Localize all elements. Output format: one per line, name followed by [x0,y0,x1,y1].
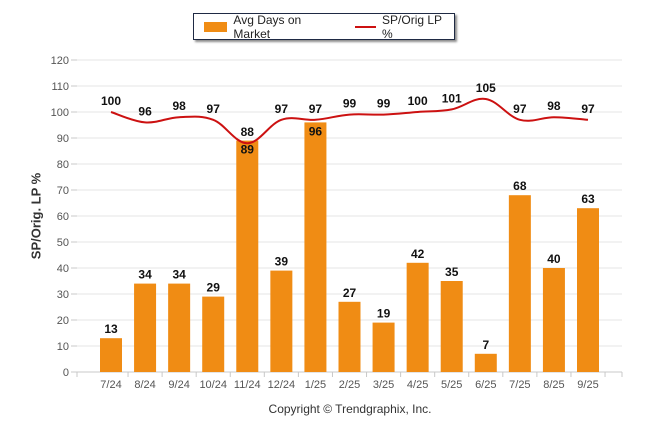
y-tick-label: 0 [63,367,69,379]
bar-data-label: 13 [104,322,118,336]
y-tick-label: 100 [51,107,69,119]
line-data-label: 96 [138,104,152,118]
bar-data-label: 34 [138,268,152,282]
bar-data-label: 29 [207,281,221,295]
bar [270,270,293,372]
bar [236,140,259,372]
line-path [110,97,589,145]
bar-data-label: 35 [445,265,459,279]
legend: Avg Days on Market SP/Orig LP % [193,12,455,41]
x-tick-label: 8/25 [543,379,564,391]
x-tick-label: 7/25 [509,379,530,391]
line-data-label: 97 [513,102,527,116]
y-axis-label: SP/Orig. LP % [28,172,44,260]
line-data-label: 99 [377,97,391,111]
line-data-label: 105 [476,81,496,95]
bar [202,296,225,372]
bar-data-label: 39 [275,255,289,269]
bar-series-avg-days [100,122,599,373]
bar-data-label: 19 [377,307,391,321]
bar [474,353,497,372]
bar [440,281,463,372]
y-tick-label: 30 [57,289,69,301]
bar-data-label: 42 [411,247,425,261]
x-tick-label: 3/25 [373,379,394,391]
x-tick-label: 11/24 [234,379,261,391]
x-tick-label: 8/24 [134,379,155,391]
y-tick-label: 70 [57,185,69,197]
x-tick-label: 12/24 [268,379,296,391]
y-tick-label: 120 [51,55,69,67]
bar [168,283,191,372]
bar [304,122,327,373]
y-tick-label: 110 [51,81,69,93]
line-data-label: 99 [343,97,357,111]
line-data-label: 100 [408,94,428,108]
data-labels: 13 100 34 96 34 98 29 97 89 88 39 97 96 97 27 99 19 99 42 1… [101,81,595,352]
line-data-label: 100 [101,94,121,108]
bar-data-label: 34 [172,268,186,282]
y-tick-label: 40 [57,263,69,275]
x-tick-label: 9/25 [577,379,598,391]
bar-data-label: 96 [309,124,323,138]
line-data-label: 97 [581,102,595,116]
line-data-label: 97 [309,102,323,116]
bar [372,322,395,372]
bar-data-label: 63 [581,192,595,206]
line-data-label: 97 [275,102,289,116]
bar-data-label: 89 [241,143,255,157]
legend-item-bar[interactable]: Avg Days on Market [204,13,339,41]
bar-data-label: 27 [343,286,357,300]
line-data-label: 101 [442,91,462,105]
line-data-label: 98 [547,99,561,113]
y-tick-label: 80 [57,159,69,171]
line-data-label: 98 [172,99,186,113]
x-tick-label: 7/24 [100,379,121,391]
y-tick-label: 50 [57,237,69,249]
bar-data-label: 7 [482,338,489,352]
bar [134,283,157,372]
x-tick-label: 6/25 [475,379,496,391]
x-tick-label: 5/25 [441,379,462,391]
copyright-footer: Copyright © Trendgraphix, Inc. [268,402,432,416]
x-tick-label: 4/25 [407,379,428,391]
bar [100,338,122,372]
bar [338,301,361,372]
line-data-label: 88 [241,125,255,139]
y-tick-label: 20 [57,315,69,327]
x-tick-label: 2/25 [339,379,360,391]
y-axis-ticks: 0 10 20 30 40 50 60 70 80 90 100 110 120 [51,55,77,379]
y-tick-label: 10 [57,341,69,353]
bar-data-label: 68 [513,179,527,193]
legend-item-line[interactable]: SP/Orig LP % [354,12,454,41]
y-tick-label: 90 [57,133,69,145]
bar [508,195,531,372]
legend-swatch-bar-icon [204,21,228,32]
legend-swatch-line-icon [354,25,377,28]
x-axis: 7/24 8/24 9/24 10/24 11/24 12/24 1/25 2/25 3/25 4… [76,371,623,391]
x-tick-label: 1/25 [305,379,326,391]
y-tick-label: 60 [57,211,69,223]
bar-data-label: 40 [547,252,561,266]
bar [577,208,599,372]
legend-label-sp-orig: SP/Orig LP % [382,12,442,41]
line-data-label: 97 [207,102,221,116]
legend-label-avg-days: Avg Days on Market [233,12,302,41]
grid-lines [77,59,622,347]
bar [406,262,429,372]
bar [542,268,565,372]
line-series-sp-orig-lp [110,97,589,145]
x-tick-label: 10/24 [199,379,227,391]
x-tick-label: 9/24 [168,379,189,391]
